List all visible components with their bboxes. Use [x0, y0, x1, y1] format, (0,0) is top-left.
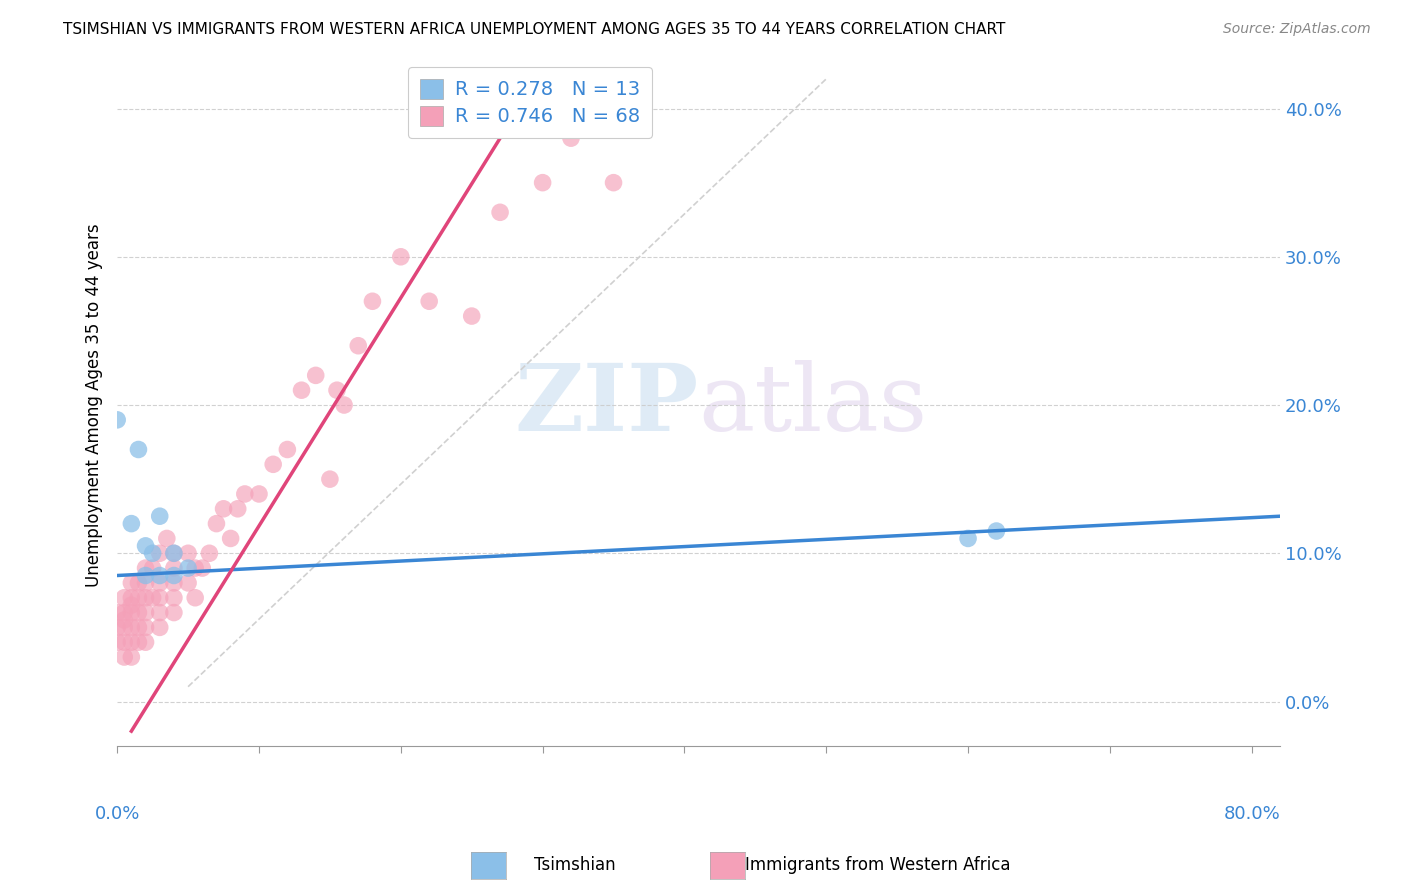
Point: [149, 591, 172, 605]
Point: [120, 650, 142, 665]
Point: [163, 575, 186, 590]
Point: [226, 501, 249, 516]
Point: [120, 606, 142, 620]
Point: [333, 398, 356, 412]
Point: [135, 561, 157, 575]
Point: [247, 487, 270, 501]
Point: [205, 516, 228, 531]
Point: [957, 532, 980, 546]
Point: [184, 591, 207, 605]
Point: [461, 309, 484, 323]
Point: [212, 501, 235, 516]
Point: [127, 606, 149, 620]
Point: [163, 591, 186, 605]
Text: Immigrants from Western Africa: Immigrants from Western Africa: [745, 856, 1011, 874]
Point: [149, 546, 172, 560]
Point: [120, 516, 142, 531]
Point: [112, 620, 135, 634]
Point: [290, 383, 312, 397]
Point: [149, 575, 172, 590]
Point: [319, 472, 342, 486]
Text: atlas: atlas: [699, 360, 928, 450]
Point: [135, 568, 157, 582]
Point: [120, 635, 142, 649]
Point: [149, 568, 172, 582]
Point: [112, 635, 135, 649]
Point: [149, 606, 172, 620]
Point: [389, 250, 412, 264]
Point: [531, 176, 554, 190]
Point: [120, 591, 142, 605]
Point: [135, 575, 157, 590]
Point: [135, 620, 157, 634]
Legend: R = 0.278   N = 13, R = 0.746   N = 68: R = 0.278 N = 13, R = 0.746 N = 68: [408, 67, 652, 138]
Point: [112, 591, 135, 605]
Point: [219, 532, 242, 546]
Point: [361, 294, 384, 309]
Point: [135, 635, 157, 649]
Point: [560, 131, 582, 145]
Point: [986, 524, 1008, 538]
Point: [602, 176, 624, 190]
Point: [142, 591, 165, 605]
Point: [120, 620, 142, 634]
Point: [149, 620, 172, 634]
Point: [127, 591, 149, 605]
Point: [163, 546, 186, 560]
Point: [177, 561, 200, 575]
Point: [163, 568, 186, 582]
Point: [112, 650, 135, 665]
Point: [127, 575, 149, 590]
Point: [105, 620, 128, 634]
Point: [326, 383, 349, 397]
Point: [163, 546, 186, 560]
Point: [305, 368, 328, 383]
Point: [177, 575, 200, 590]
Point: [489, 205, 512, 219]
Point: [112, 606, 135, 620]
Text: ZIP: ZIP: [515, 360, 699, 450]
Point: [191, 561, 214, 575]
Text: 80.0%: 80.0%: [1223, 805, 1279, 823]
Point: [233, 487, 256, 501]
Point: [276, 442, 298, 457]
Text: TSIMSHIAN VS IMMIGRANTS FROM WESTERN AFRICA UNEMPLOYMENT AMONG AGES 35 TO 44 YEA: TSIMSHIAN VS IMMIGRANTS FROM WESTERN AFR…: [63, 22, 1005, 37]
Y-axis label: Unemployment Among Ages 35 to 44 years: Unemployment Among Ages 35 to 44 years: [86, 223, 103, 587]
Point: [163, 606, 186, 620]
Point: [127, 635, 149, 649]
Point: [163, 561, 186, 575]
Text: Source: ZipAtlas.com: Source: ZipAtlas.com: [1223, 22, 1371, 37]
Point: [149, 509, 172, 524]
Point: [135, 591, 157, 605]
Point: [156, 532, 179, 546]
Point: [105, 606, 128, 620]
Point: [112, 613, 135, 627]
Point: [347, 339, 370, 353]
Point: [135, 539, 157, 553]
Point: [177, 546, 200, 560]
Point: [418, 294, 440, 309]
Text: 0.0%: 0.0%: [94, 805, 139, 823]
Point: [127, 442, 149, 457]
Point: [105, 635, 128, 649]
Point: [142, 561, 165, 575]
Point: [120, 598, 142, 612]
Point: [262, 458, 284, 472]
Point: [184, 561, 207, 575]
Point: [120, 575, 142, 590]
Point: [135, 606, 157, 620]
Point: [142, 546, 165, 560]
Point: [198, 546, 221, 560]
Text: Tsimshian: Tsimshian: [534, 856, 616, 874]
Point: [127, 620, 149, 634]
Point: [105, 413, 128, 427]
